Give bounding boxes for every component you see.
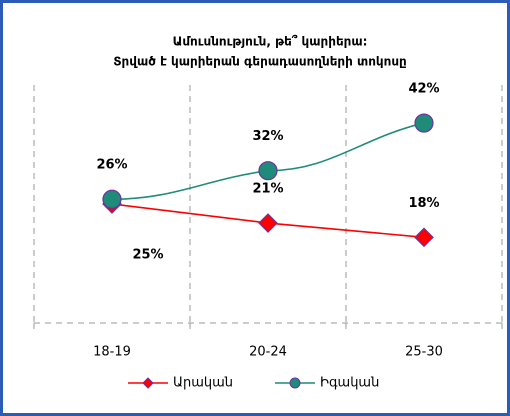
legend-label: Իգական bbox=[320, 376, 379, 391]
value-label: 32% bbox=[252, 129, 283, 144]
chart-title: Ամուսնություն, թե՞ կարիերա: bbox=[173, 34, 368, 49]
x-ticks bbox=[33, 323, 503, 329]
x-tick-label: 18-19 bbox=[93, 345, 131, 360]
marker bbox=[102, 189, 122, 209]
legend-label: Արական bbox=[173, 376, 233, 391]
value-label: 21% bbox=[252, 182, 283, 197]
value-label: 25% bbox=[132, 248, 163, 263]
x-tick-label: 25-30 bbox=[405, 345, 443, 360]
marker bbox=[258, 213, 278, 233]
chart-subtitle: Տրված է կարիերան գերադասողների տոկոսը bbox=[113, 55, 407, 69]
marker bbox=[414, 227, 434, 248]
marker bbox=[258, 161, 278, 181]
legend-marker bbox=[289, 377, 301, 389]
legend-marker bbox=[142, 377, 154, 389]
value-label: 42% bbox=[408, 82, 439, 97]
marker bbox=[414, 113, 434, 133]
value-label: 18% bbox=[408, 196, 439, 211]
value-label: 26% bbox=[96, 158, 127, 173]
grid bbox=[33, 85, 503, 324]
x-tick-label: 20-24 bbox=[249, 345, 287, 360]
